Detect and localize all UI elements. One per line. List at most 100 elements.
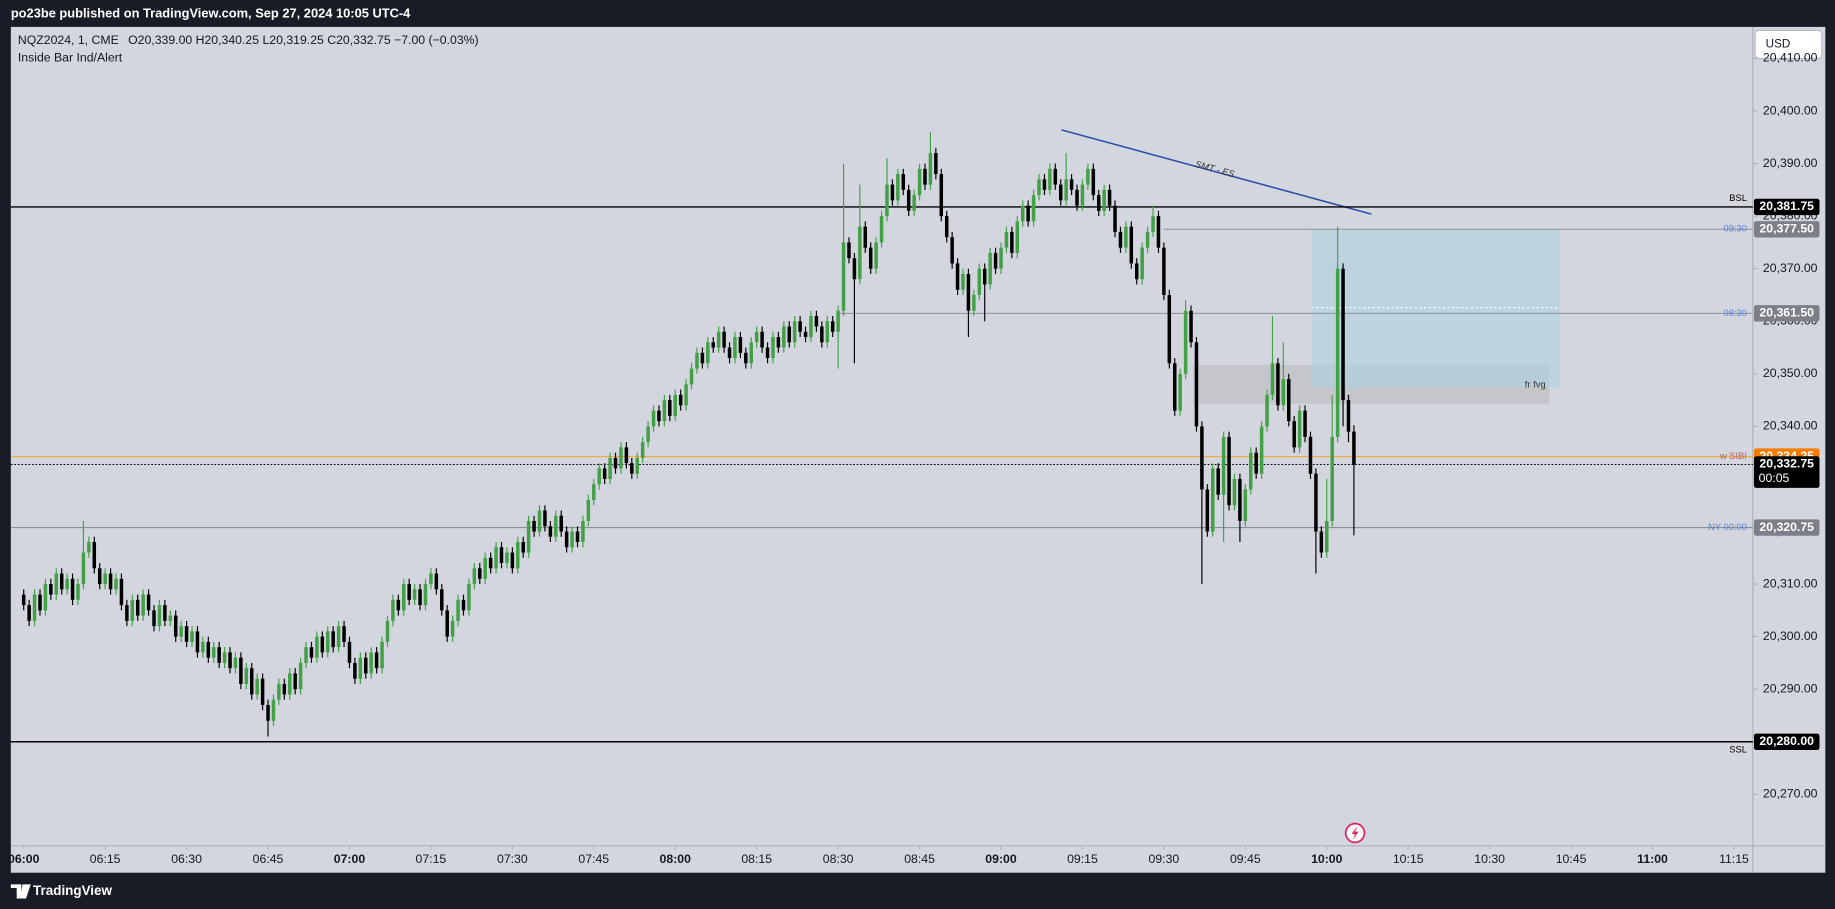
candle-body — [1096, 195, 1101, 211]
candle-body — [353, 662, 357, 679]
candle-body — [1330, 436, 1334, 521]
candle-body — [402, 584, 406, 611]
candle-body — [1037, 179, 1041, 196]
candle-body — [152, 610, 156, 627]
candle-body — [896, 174, 900, 201]
candle-body — [516, 542, 520, 569]
candle-body — [510, 552, 515, 569]
candle-body — [336, 626, 341, 648]
price-label: 20,280.00 — [1759, 734, 1814, 748]
candle-body — [179, 626, 183, 637]
ohlc: O20,339.00 H20,340.25 L20,319.25 C20,332… — [128, 33, 479, 47]
candle-body — [440, 589, 444, 611]
x-tick-label: 07:00 — [334, 852, 366, 866]
candle-body — [271, 699, 276, 721]
candle-body — [1254, 452, 1258, 474]
candle-body — [1325, 520, 1329, 553]
candle-body — [249, 668, 254, 695]
candle-body — [347, 641, 352, 663]
candle-body — [526, 520, 531, 553]
candle-body — [27, 605, 31, 621]
footer-brand: TradingView — [33, 883, 112, 898]
candle-body — [1314, 473, 1318, 532]
candle-body — [1303, 410, 1307, 437]
candle-body — [917, 168, 922, 196]
target-zone — [1311, 230, 1560, 388]
x-tick-label: 11:00 — [1637, 852, 1668, 866]
candle-body — [749, 342, 754, 364]
candle-body — [81, 552, 86, 585]
candle-body — [1140, 247, 1144, 280]
candle-body — [1308, 436, 1313, 474]
candle-body — [266, 704, 270, 721]
candle-body — [836, 310, 840, 332]
currency-button[interactable] — [1754, 29, 1823, 60]
candle-body — [233, 657, 238, 669]
candle-body — [559, 515, 563, 532]
level-tag: 09:30 — [1724, 224, 1747, 234]
candle-body — [1200, 426, 1204, 490]
candle-body — [564, 531, 569, 548]
candle-body — [586, 499, 591, 521]
candle-body — [1145, 231, 1150, 248]
price-label-box — [1753, 733, 1820, 750]
logo — [10, 884, 31, 899]
indicator-name: Inside Bar Ind/Alert — [18, 51, 123, 65]
candle-body — [190, 631, 194, 642]
candle-body — [1080, 184, 1085, 206]
candle-body — [157, 605, 162, 627]
candle-body — [803, 331, 808, 338]
price-label-box — [1753, 456, 1820, 488]
candle-body — [130, 599, 135, 621]
candle-body — [640, 442, 645, 458]
x-tick-label: 06:45 — [253, 852, 284, 866]
candle-body — [1297, 410, 1302, 448]
candle-body — [651, 410, 656, 427]
price-label-box — [1753, 305, 1820, 322]
currency[interactable]: USD — [1766, 38, 1791, 51]
candle-body — [342, 626, 346, 642]
candle-body — [738, 337, 743, 353]
candle-body — [146, 594, 151, 611]
candle-body — [1178, 373, 1182, 411]
x-tick-label: 08:15 — [741, 852, 772, 866]
candle-body — [955, 263, 960, 290]
candle-body — [863, 226, 868, 248]
candle-body — [445, 610, 449, 637]
candle-body — [456, 599, 460, 621]
candle-body — [966, 273, 971, 311]
levels: BSL 09:30 08:30 w SIBI NY 00:00 SSL — [10, 193, 1753, 754]
candle-body — [70, 578, 75, 600]
candle-body — [532, 520, 536, 532]
y-tick-label: 20,270.00 — [1763, 787, 1818, 801]
level-tag: w SIBI — [1719, 451, 1747, 461]
candle-body — [825, 321, 830, 343]
x-tick-label: 06:00 — [8, 852, 40, 866]
y-tick-label: 20,350.00 — [1763, 366, 1818, 380]
candle-body — [1270, 363, 1275, 395]
zone-label: fr fvg — [1525, 379, 1546, 389]
candle-body — [678, 394, 683, 406]
candle-body — [1151, 216, 1155, 232]
candle-body — [668, 400, 672, 416]
candle-body — [1341, 268, 1345, 401]
x-tick-label: 10:45 — [1556, 852, 1587, 866]
candle-body — [597, 468, 601, 485]
price-label-box — [1753, 221, 1820, 238]
y-tick-label: 20,390.00 — [1763, 156, 1818, 170]
candle-body — [934, 153, 938, 175]
candle-body — [879, 216, 884, 243]
candle-body — [488, 557, 493, 569]
candle-body — [1205, 489, 1210, 532]
candle-body — [32, 594, 37, 621]
candle-body — [554, 515, 558, 537]
candle-body — [901, 174, 906, 190]
candle-body — [727, 347, 732, 359]
candle-body — [282, 683, 287, 695]
candle-body — [173, 615, 178, 637]
candle-body — [364, 657, 368, 674]
candle-body — [961, 273, 965, 290]
candle-body — [993, 252, 998, 269]
candle-body — [1259, 426, 1264, 474]
